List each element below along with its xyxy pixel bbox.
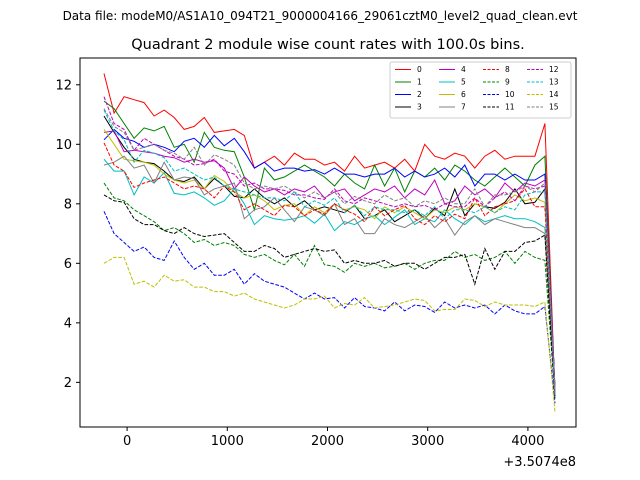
legend-label-2: 2 [417,90,422,99]
legend-label-10: 10 [505,90,515,99]
series-line-6 [103,129,556,392]
legend-label-12: 12 [549,65,559,74]
legend-label-6: 6 [461,90,466,99]
legend-label-13: 13 [549,78,559,87]
x-tick-label-2000: 2000 [311,434,344,449]
legend-label-3: 3 [417,103,422,112]
series-line-0 [103,73,556,395]
series-line-10 [103,211,556,404]
legend-label-11: 11 [505,103,515,112]
legend-label-9: 9 [505,78,510,87]
series-line-4 [103,130,556,389]
x-tick-label-0: 0 [123,434,131,449]
series-line-8 [103,142,556,398]
data-file-suptitle: Data file: modeM0/AS1A10_094T21_90000041… [63,9,578,23]
x-axis-offset-label: +3.5074e8 [503,455,576,470]
chart-title: Quadrant 2 module wise count rates with … [131,37,525,53]
legend-label-14: 14 [549,90,559,99]
legend-label-5: 5 [461,78,466,87]
x-tick-label-1000: 1000 [211,434,244,449]
series-line-11 [103,194,556,401]
series-layer [103,73,556,413]
series-line-5 [103,158,556,392]
y-tick-label-2: 2 [64,376,72,391]
y-axis: 2 4 6 8 10 12 [55,78,80,391]
series-line-9 [103,182,556,398]
legend-label-1: 1 [417,78,422,87]
legend-label-7: 7 [461,103,466,112]
series-line-13 [103,109,556,398]
series-line-14 [103,256,556,413]
y-tick-label-12: 12 [55,78,72,93]
y-tick-label-10: 10 [55,138,72,153]
legend-label-15: 15 [549,103,559,112]
y-tick-label-6: 6 [64,257,72,272]
plot-area-background [80,58,576,427]
legend-label-4: 4 [461,65,466,74]
legend-label-8: 8 [505,65,510,74]
y-tick-label-4: 4 [64,316,72,331]
series-line-2 [103,128,556,389]
x-tick-label-3000: 3000 [411,434,444,449]
plot-frame [79,57,577,428]
legend-box [389,61,572,119]
y-tick-label-8: 8 [64,197,72,212]
series-line-15 [103,108,556,395]
x-tick-label-4000: 4000 [511,434,544,449]
series-line-12 [103,96,556,395]
legend-label-0: 0 [417,65,422,74]
x-axis: 0 1000 2000 3000 4000 [123,427,544,449]
series-line-7 [103,155,556,395]
